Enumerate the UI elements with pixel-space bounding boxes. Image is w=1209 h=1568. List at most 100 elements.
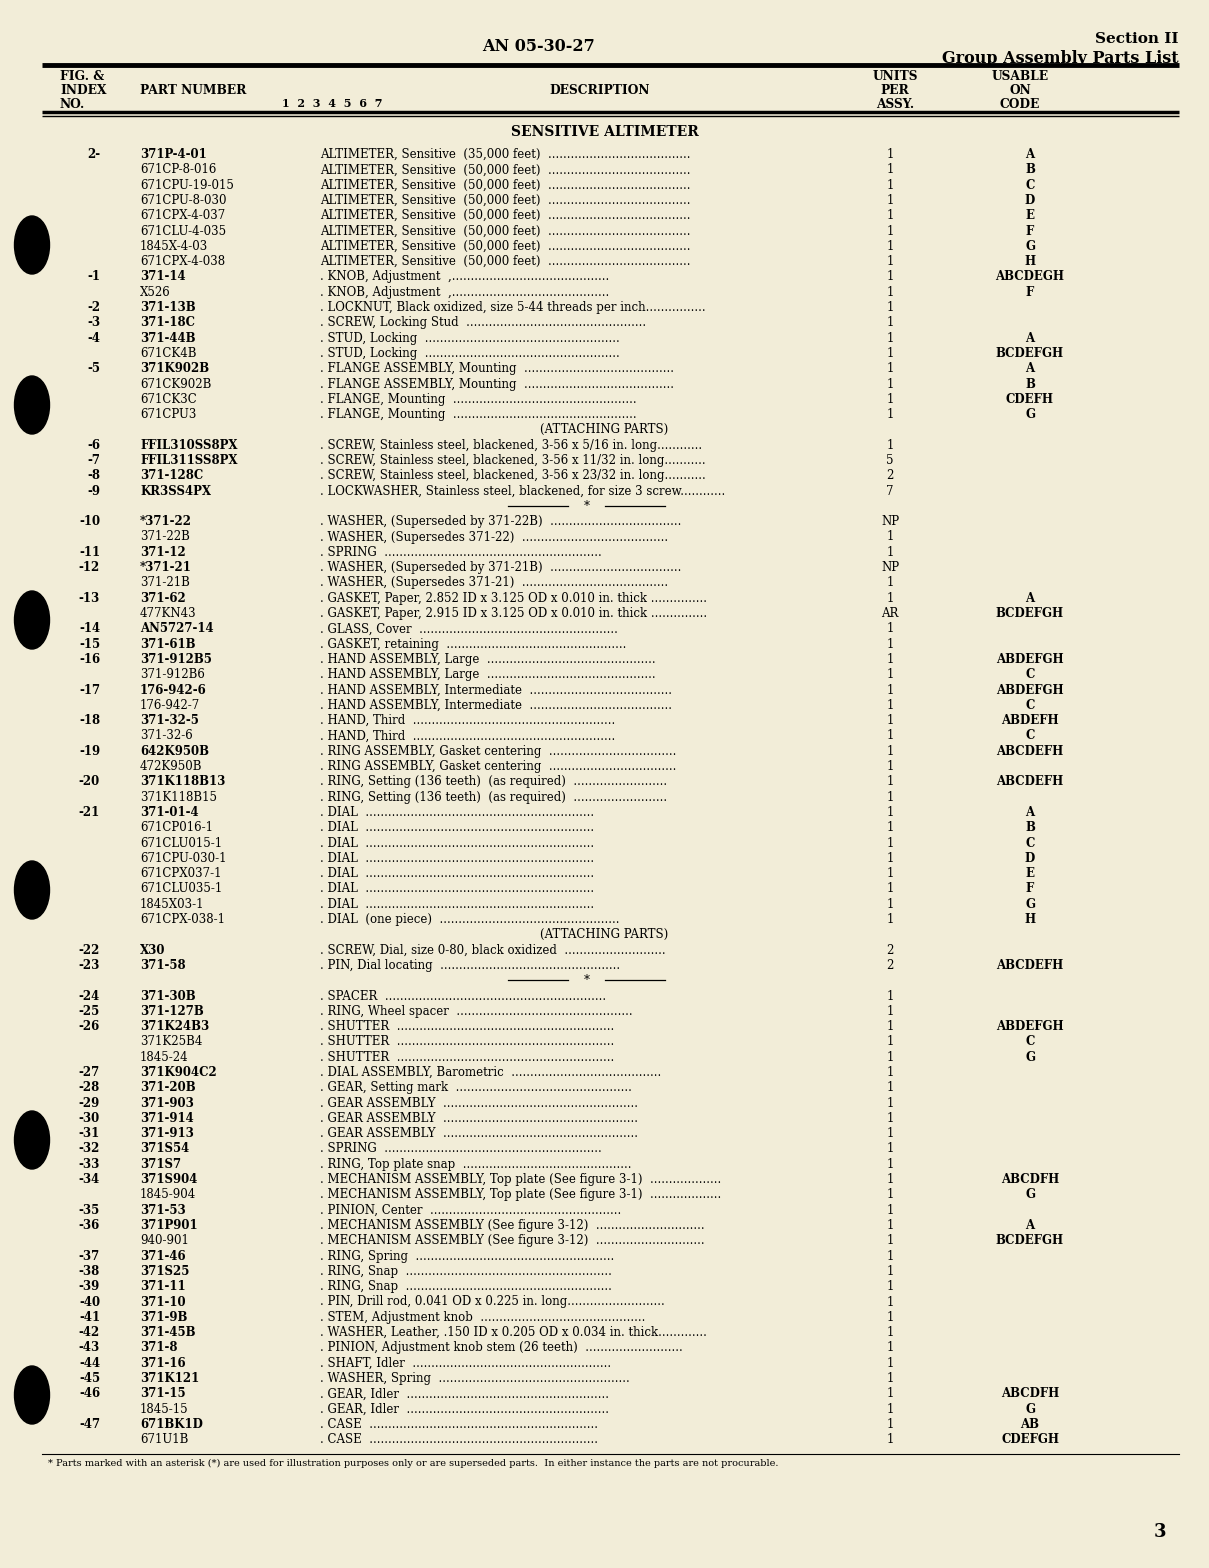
Text: 371-8: 371-8 <box>140 1341 178 1355</box>
Ellipse shape <box>15 1112 50 1170</box>
Text: 2: 2 <box>886 469 893 483</box>
Text: 1: 1 <box>886 699 893 712</box>
Text: . SHAFT, Idler  .....................................................: . SHAFT, Idler .........................… <box>320 1356 611 1370</box>
Text: 1: 1 <box>886 1066 893 1079</box>
Text: *: * <box>584 974 589 988</box>
Text: ASSY.: ASSY. <box>877 99 914 111</box>
Text: 1: 1 <box>886 301 893 314</box>
Text: 371S54: 371S54 <box>140 1143 190 1156</box>
Text: 371-32-6: 371-32-6 <box>140 729 192 742</box>
Text: . STUD, Locking  ....................................................: . STUD, Locking ........................… <box>320 347 620 361</box>
Text: ABDEFGH: ABDEFGH <box>996 652 1064 666</box>
Text: 671CK3C: 671CK3C <box>140 394 197 406</box>
Text: -37: -37 <box>79 1250 100 1262</box>
Text: . DIAL  .............................................................: . DIAL .................................… <box>320 806 594 818</box>
Text: 1: 1 <box>886 775 893 789</box>
Text: -17: -17 <box>79 684 100 696</box>
Text: 1: 1 <box>886 1035 893 1049</box>
Text: 371-11: 371-11 <box>140 1279 186 1294</box>
Text: 477KN43: 477KN43 <box>140 607 197 619</box>
Text: 1: 1 <box>886 1403 893 1416</box>
Text: -46: -46 <box>79 1388 100 1400</box>
Text: . CASE  .............................................................: . CASE .................................… <box>320 1417 598 1432</box>
Text: 671CPU3: 671CPU3 <box>140 408 196 422</box>
Text: . SPRING  ..........................................................: . SPRING ...............................… <box>320 1143 602 1156</box>
Text: . FLANGE, Mounting  .................................................: . FLANGE, Mounting .....................… <box>320 408 637 422</box>
Text: . DIAL  .............................................................: . DIAL .................................… <box>320 867 594 880</box>
Text: -15: -15 <box>79 638 100 651</box>
Text: ABCDEFH: ABCDEFH <box>996 775 1064 789</box>
Text: 1: 1 <box>886 1157 893 1171</box>
Text: 1: 1 <box>886 1327 893 1339</box>
Text: G: G <box>1025 240 1035 252</box>
Text: 371-30B: 371-30B <box>140 989 196 1002</box>
Text: 1: 1 <box>886 1189 893 1201</box>
Text: 1: 1 <box>886 1388 893 1400</box>
Text: ALTIMETER, Sensitive  (50,000 feet)  ......................................: ALTIMETER, Sensitive (50,000 feet) .....… <box>320 209 690 223</box>
Text: CDEFGH: CDEFGH <box>1001 1433 1059 1446</box>
Text: -25: -25 <box>79 1005 100 1018</box>
Text: FFIL311SS8PX: FFIL311SS8PX <box>140 455 237 467</box>
Text: 671CLU-4-035: 671CLU-4-035 <box>140 224 226 237</box>
Text: -31: -31 <box>79 1127 100 1140</box>
Text: ABCDEFH: ABCDEFH <box>996 745 1064 757</box>
Text: . RING, Snap  .......................................................: . RING, Snap ...........................… <box>320 1265 612 1278</box>
Text: -10: -10 <box>79 516 100 528</box>
Text: 671CK4B: 671CK4B <box>140 347 197 361</box>
Text: H: H <box>1024 256 1036 268</box>
Text: . WASHER, (Supersedes 371-21)  .......................................: . WASHER, (Supersedes 371-21) ..........… <box>320 577 669 590</box>
Text: 371S904: 371S904 <box>140 1173 197 1185</box>
Text: G: G <box>1025 898 1035 911</box>
Text: 371K904C2: 371K904C2 <box>140 1066 216 1079</box>
Ellipse shape <box>15 376 50 434</box>
Text: -4: -4 <box>87 331 100 345</box>
Text: . RING, Setting (136 teeth)  (as required)  .........................: . RING, Setting (136 teeth) (as required… <box>320 775 667 789</box>
Text: 1: 1 <box>886 179 893 191</box>
Text: -11: -11 <box>79 546 100 558</box>
Text: . PINION, Center  ...................................................: . PINION, Center .......................… <box>320 1204 621 1217</box>
Ellipse shape <box>15 1366 50 1424</box>
Text: 1: 1 <box>886 240 893 252</box>
Text: . MECHANISM ASSEMBLY, Top plate (See figure 3-1)  ...................: . MECHANISM ASSEMBLY, Top plate (See fig… <box>320 1189 722 1201</box>
Text: NO.: NO. <box>60 99 86 111</box>
Text: . RING, Spring  .....................................................: . RING, Spring .........................… <box>320 1250 614 1262</box>
Text: . SHUTTER  ..........................................................: . SHUTTER ..............................… <box>320 1051 614 1063</box>
Text: -19: -19 <box>79 745 100 757</box>
Text: 371-13B: 371-13B <box>140 301 196 314</box>
Text: 371K25B4: 371K25B4 <box>140 1035 202 1049</box>
Text: . FLANGE, Mounting  .................................................: . FLANGE, Mounting .....................… <box>320 394 637 406</box>
Text: ALTIMETER, Sensitive  (50,000 feet)  ......................................: ALTIMETER, Sensitive (50,000 feet) .....… <box>320 194 690 207</box>
Text: 1: 1 <box>886 194 893 207</box>
Text: D: D <box>1025 851 1035 866</box>
Text: 1: 1 <box>886 760 893 773</box>
Text: A: A <box>1025 331 1035 345</box>
Text: 1: 1 <box>886 394 893 406</box>
Text: 2: 2 <box>886 960 893 972</box>
Text: NP: NP <box>881 561 899 574</box>
Text: 1: 1 <box>886 883 893 895</box>
Text: A: A <box>1025 362 1035 375</box>
Text: ABCDFH: ABCDFH <box>1001 1173 1059 1185</box>
Text: . SHUTTER  ..........................................................: . SHUTTER ..............................… <box>320 1035 614 1049</box>
Text: FIG. &: FIG. & <box>60 71 104 83</box>
Text: Section II: Section II <box>1095 31 1179 45</box>
Text: 1: 1 <box>886 1372 893 1385</box>
Text: 1: 1 <box>886 378 893 390</box>
Text: . CASE  .............................................................: . CASE .................................… <box>320 1433 598 1446</box>
Text: 1: 1 <box>886 270 893 284</box>
Text: . GEAR ASSEMBLY  ....................................................: . GEAR ASSEMBLY ........................… <box>320 1096 638 1110</box>
Text: -14: -14 <box>79 622 100 635</box>
Text: A: A <box>1025 1218 1035 1232</box>
Text: -13: -13 <box>79 591 100 605</box>
Text: . SCREW, Stainless steel, blackened, 3-56 x 23/32 in. long...........: . SCREW, Stainless steel, blackened, 3-5… <box>320 469 706 483</box>
Text: 1: 1 <box>886 1356 893 1370</box>
Text: C: C <box>1025 668 1035 681</box>
Text: . SPRING  ..........................................................: . SPRING ...............................… <box>320 546 602 558</box>
Text: E: E <box>1025 209 1035 223</box>
Text: 371-58: 371-58 <box>140 960 186 972</box>
Text: C: C <box>1025 729 1035 742</box>
Text: -5: -5 <box>87 362 100 375</box>
Text: F: F <box>1026 224 1034 237</box>
Text: 940-901: 940-901 <box>140 1234 189 1247</box>
Text: . DIAL  .............................................................: . DIAL .................................… <box>320 898 594 911</box>
